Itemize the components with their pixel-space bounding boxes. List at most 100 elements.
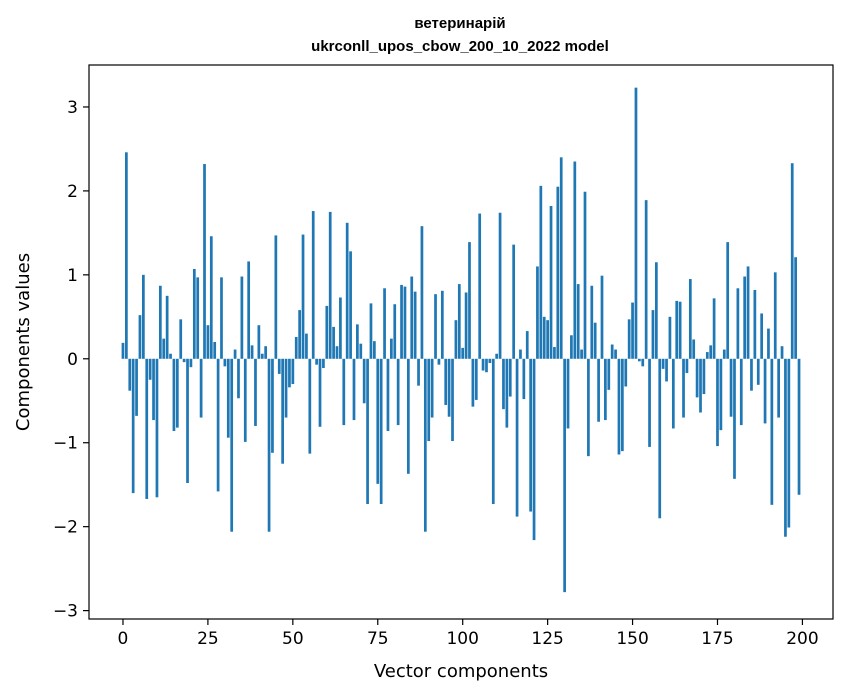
bar — [797, 358, 801, 495]
bar — [413, 291, 417, 359]
x-tick-label: 125 — [531, 629, 563, 649]
bar — [281, 358, 284, 464]
bar — [322, 358, 325, 369]
bar — [522, 358, 526, 400]
bar — [654, 262, 658, 359]
bar — [508, 358, 512, 397]
y-tick-label: −1 — [53, 434, 78, 454]
bar — [631, 302, 634, 359]
bar — [237, 358, 240, 399]
bar — [135, 358, 138, 416]
bar — [699, 358, 702, 413]
bar — [668, 316, 672, 359]
bar — [502, 358, 505, 410]
bar — [587, 358, 590, 457]
bar — [688, 279, 692, 359]
bar — [444, 358, 448, 405]
bar — [576, 284, 580, 359]
x-axis-ticks: 0 25 50 75 100 125 150 175 200 — [118, 619, 819, 649]
bar — [515, 358, 519, 517]
chart-title-line2: ukrconll_upos_cbow_200_10_2022 model — [311, 38, 609, 55]
bar — [189, 358, 193, 368]
plot-area-frame — [88, 64, 834, 620]
bar — [179, 319, 183, 359]
bar — [206, 325, 210, 359]
bar — [128, 358, 132, 391]
x-tick-label: 200 — [786, 629, 818, 649]
bar — [746, 266, 750, 359]
bar — [240, 276, 244, 359]
bar — [406, 358, 410, 474]
bar — [434, 294, 437, 359]
bar — [780, 346, 784, 359]
bar — [152, 358, 155, 421]
bar — [753, 289, 757, 359]
bar — [155, 358, 159, 498]
bar — [491, 358, 495, 505]
bar — [359, 343, 363, 359]
bar — [519, 349, 522, 359]
bar — [145, 358, 149, 499]
bar — [390, 338, 393, 359]
bar — [542, 316, 546, 359]
bar — [257, 325, 261, 359]
bar — [230, 358, 234, 532]
bar — [712, 298, 716, 359]
bar — [226, 358, 230, 438]
bar — [451, 358, 454, 442]
bar — [777, 358, 780, 418]
bar — [559, 157, 563, 359]
bar — [420, 226, 424, 359]
bar — [175, 358, 179, 428]
bar — [356, 324, 359, 359]
bar — [722, 349, 726, 359]
bar — [376, 358, 380, 484]
bar — [165, 295, 169, 359]
bar — [352, 358, 356, 421]
x-tick-label: 25 — [197, 629, 219, 649]
bar — [335, 346, 339, 359]
bar — [733, 358, 736, 479]
bar — [464, 292, 468, 359]
bar — [138, 315, 142, 359]
bar — [131, 358, 135, 494]
bar — [610, 344, 614, 359]
bar — [784, 358, 787, 537]
bar — [192, 268, 196, 359]
bar — [617, 358, 621, 455]
bar — [373, 341, 376, 359]
bar — [682, 358, 685, 418]
bar — [536, 266, 539, 359]
bar — [243, 358, 247, 442]
bar — [440, 290, 444, 359]
bar — [790, 163, 794, 359]
bar — [125, 152, 128, 359]
bar — [461, 347, 465, 359]
bar — [369, 303, 373, 359]
bar — [308, 358, 312, 454]
y-tick-label: −2 — [53, 518, 78, 538]
bar — [695, 358, 699, 398]
bar — [318, 358, 322, 427]
bar — [423, 358, 427, 532]
bar — [288, 358, 291, 388]
bar — [247, 261, 251, 359]
bar — [770, 358, 774, 505]
bar — [760, 313, 764, 359]
bar — [614, 349, 617, 359]
bar — [305, 333, 308, 359]
bar — [634, 87, 638, 359]
bar — [570, 335, 573, 359]
bar — [349, 251, 352, 359]
x-tick-label: 75 — [367, 629, 389, 649]
bar — [277, 358, 281, 374]
bar — [172, 358, 176, 431]
bar — [396, 358, 400, 426]
bar — [182, 358, 186, 363]
bar — [573, 161, 577, 359]
bar — [315, 358, 318, 365]
bar — [563, 358, 566, 593]
bar — [600, 275, 604, 359]
bar — [624, 358, 628, 387]
bar — [739, 358, 743, 426]
